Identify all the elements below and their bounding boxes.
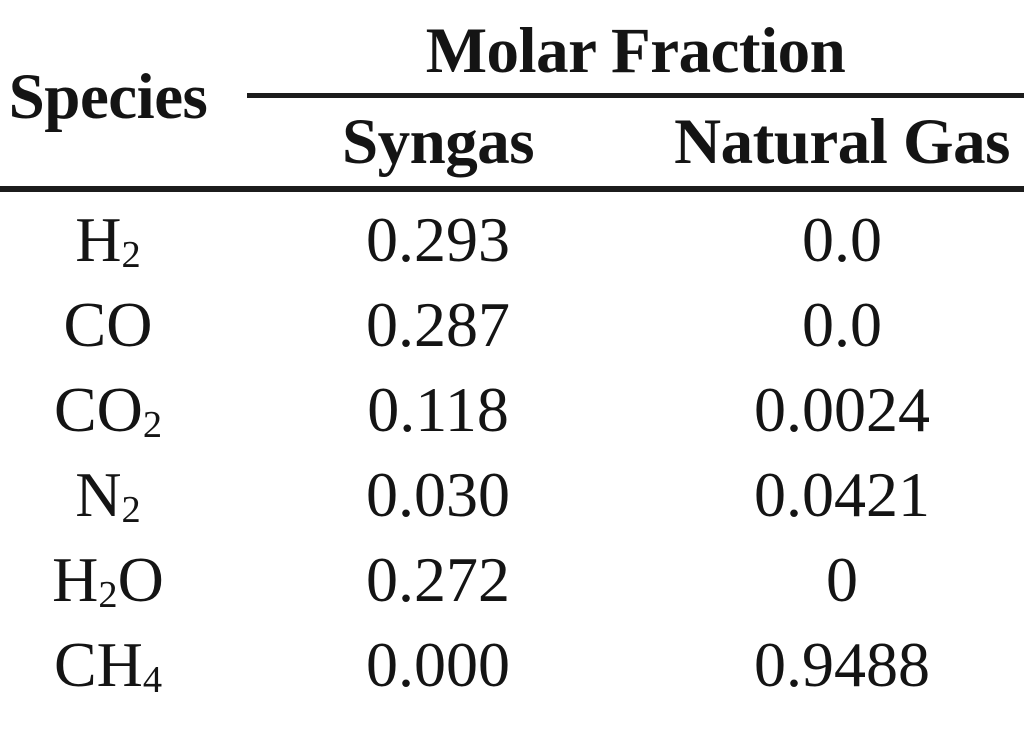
group-header-rule xyxy=(247,93,1024,98)
subheader-row: Syngas Natural Gas xyxy=(216,98,1024,186)
molar-fraction-group-header: Molar Fraction xyxy=(425,15,846,87)
natural-gas-column-header: Natural Gas xyxy=(674,105,1010,178)
table-row: CO2 0.118 0.0024 xyxy=(0,367,1024,452)
syngas-value-cell: 0.293 xyxy=(366,203,510,275)
table-row: N2 0.030 0.0421 xyxy=(0,452,1024,537)
syngas-value-cell: 0.030 xyxy=(366,458,510,530)
species-column-header: Species xyxy=(8,60,208,133)
syngas-value-cell: 0.000 xyxy=(366,628,510,700)
species-cell: CH4 xyxy=(53,628,163,702)
syngas-value-cell: 0.287 xyxy=(366,288,510,360)
natural-gas-value-cell: 0.0 xyxy=(802,203,882,275)
species-cell: CO xyxy=(63,288,153,360)
table-body: H2 0.293 0.0 CO 0.287 0.0 CO2 0.118 0.0024 N2 0.03… xyxy=(0,192,1024,707)
table-row: CO 0.287 0.0 xyxy=(0,282,1024,367)
table-row: H2 0.293 0.0 xyxy=(0,197,1024,282)
table-header: Species Molar Fraction Syngas Natural Ga… xyxy=(0,0,1024,186)
species-cell: N2 xyxy=(75,458,141,532)
table-row: H2O 0.272 0 xyxy=(0,537,1024,622)
table-row: CH4 0.000 0.9488 xyxy=(0,622,1024,707)
natural-gas-value-cell: 0.9488 xyxy=(754,628,930,700)
natural-gas-value-cell: 0.0024 xyxy=(754,373,930,445)
species-cell: H2 xyxy=(75,203,141,277)
syngas-value-cell: 0.272 xyxy=(366,543,510,615)
natural-gas-value-cell: 0.0421 xyxy=(754,458,930,530)
header-body-rule xyxy=(0,186,1024,192)
natural-gas-value-cell: 0 xyxy=(826,543,858,615)
syngas-column-header: Syngas xyxy=(341,105,535,178)
species-cell: H2O xyxy=(52,543,164,617)
natural-gas-value-cell: 0.0 xyxy=(802,288,882,360)
syngas-value-cell: 0.118 xyxy=(367,373,509,445)
species-cell: CO2 xyxy=(53,373,163,447)
